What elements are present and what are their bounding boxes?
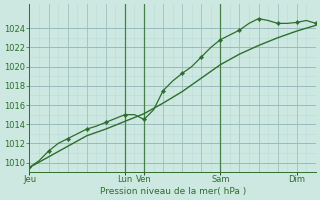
X-axis label: Pression niveau de la mer( hPa ): Pression niveau de la mer( hPa )	[100, 187, 246, 196]
